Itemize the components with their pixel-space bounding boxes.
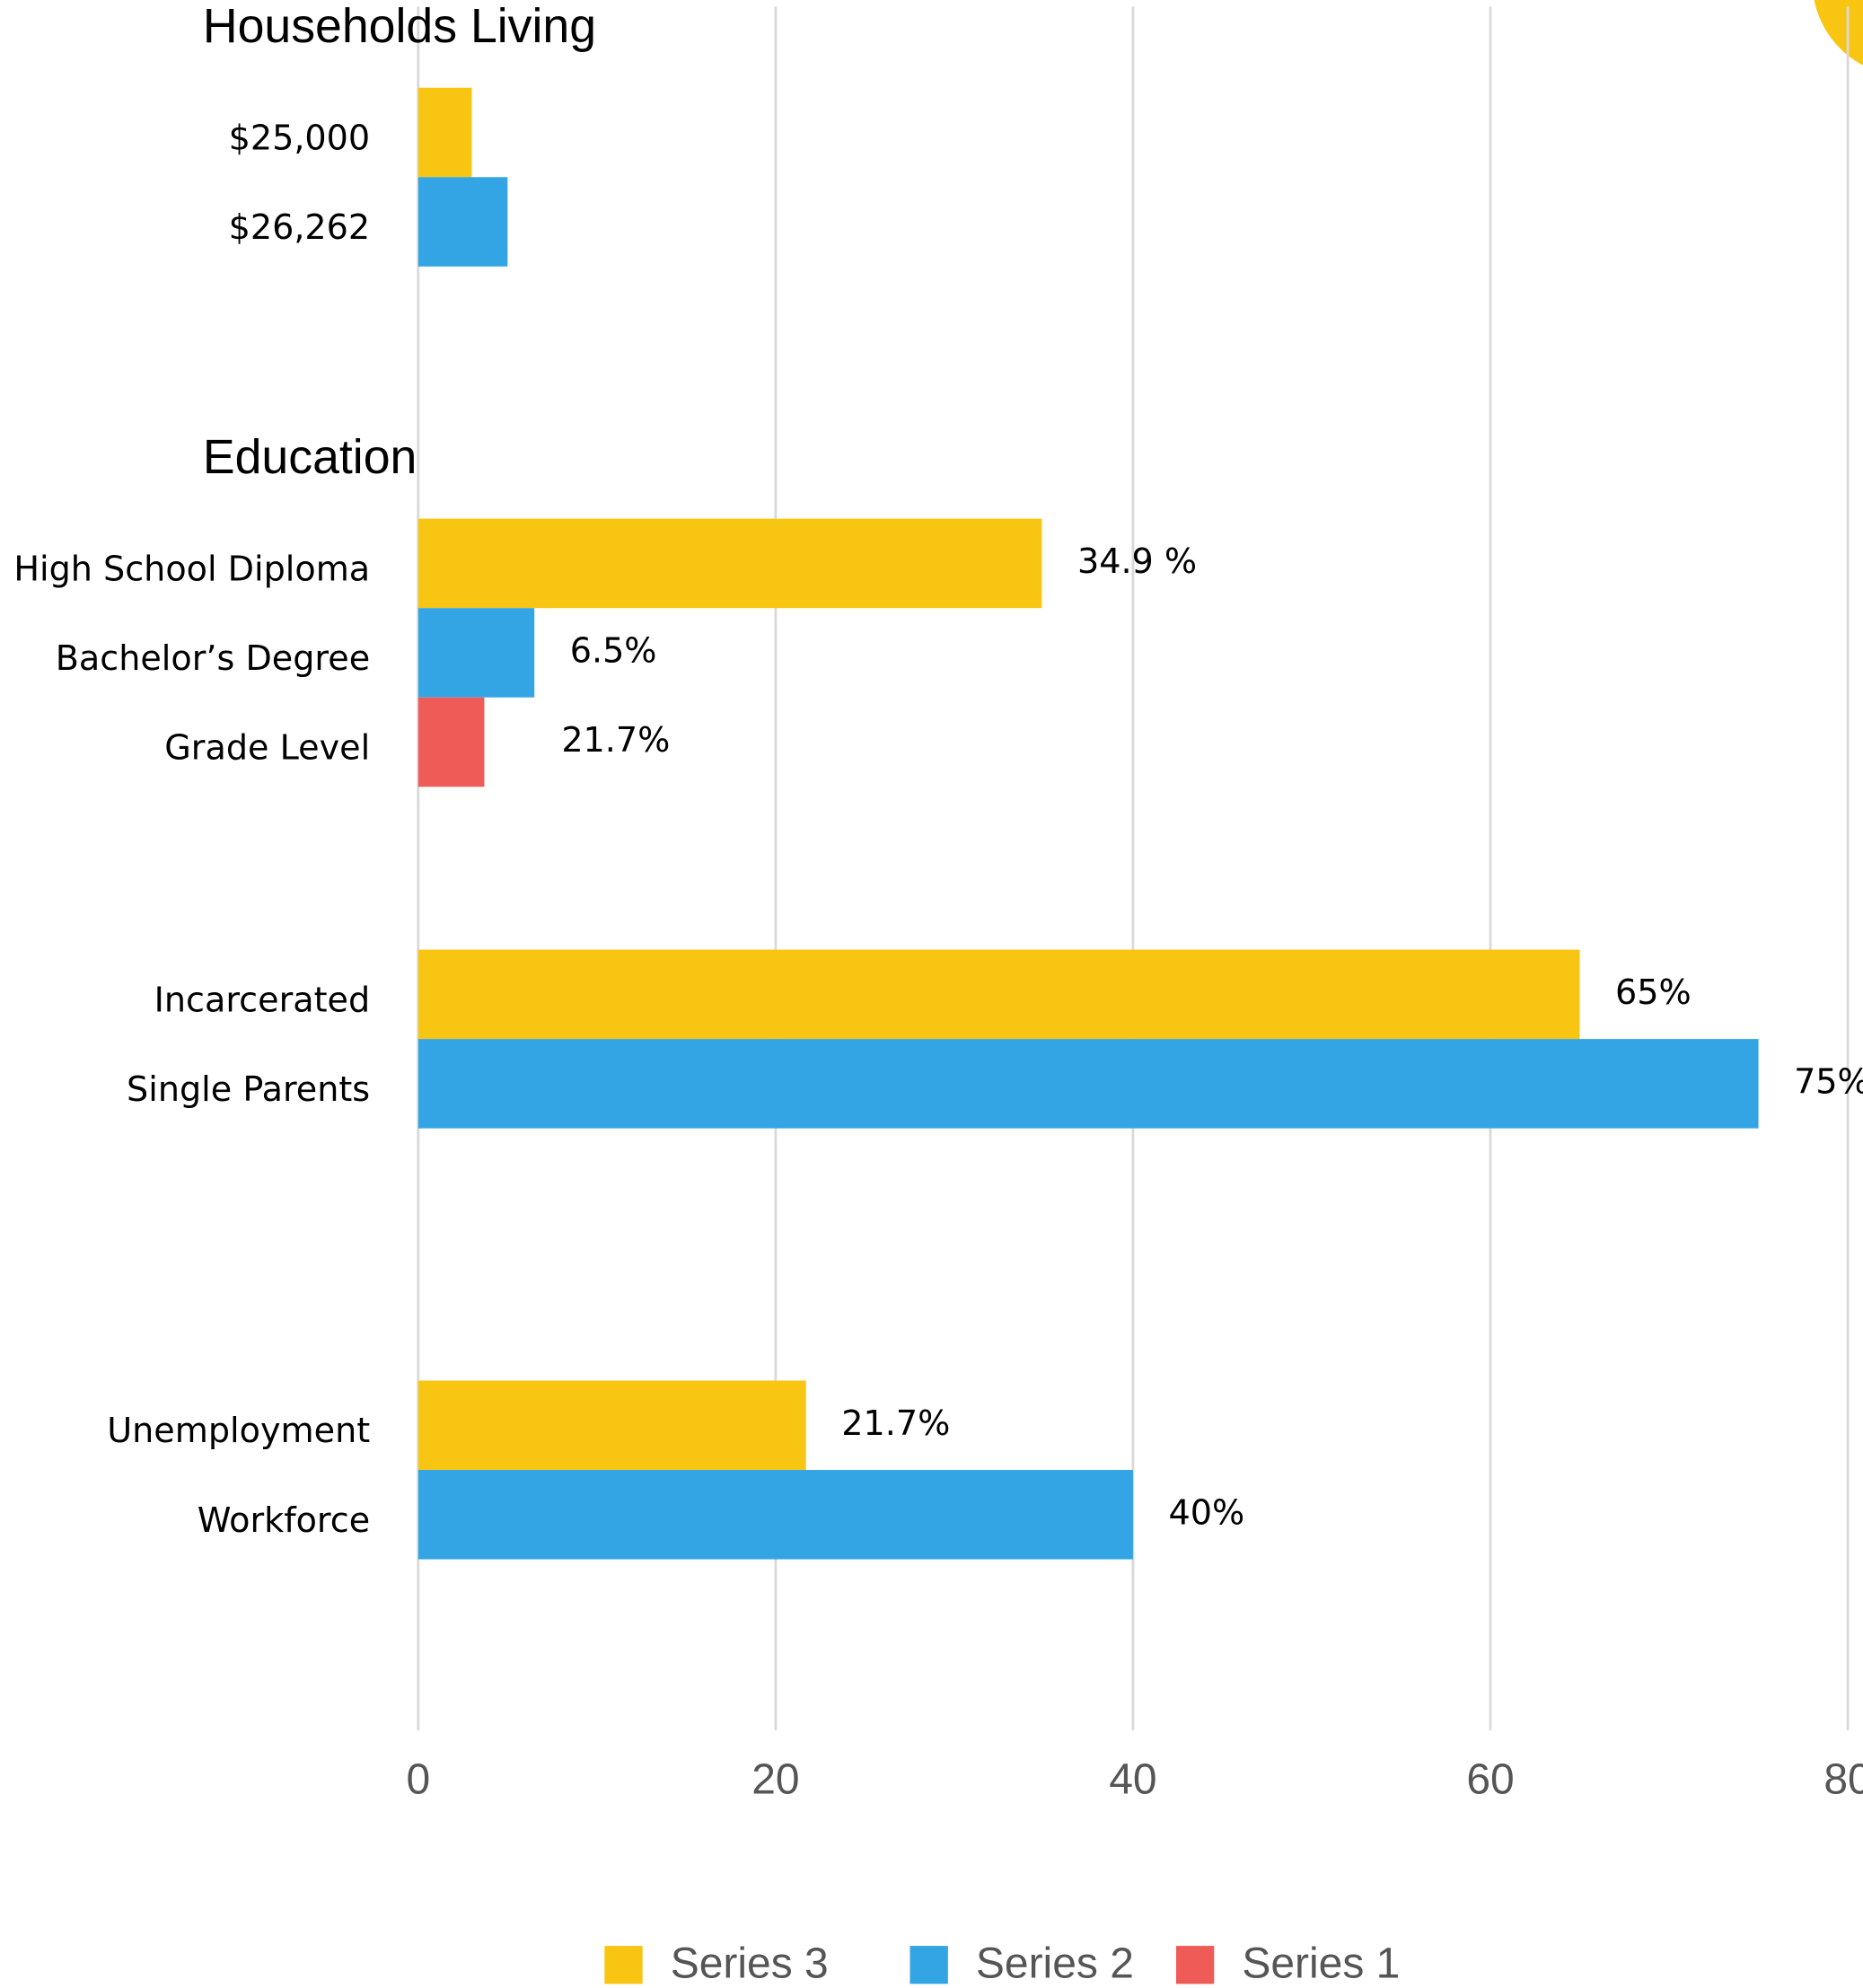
bar	[417, 949, 1580, 1040]
x-tick-label: 0	[406, 1756, 430, 1804]
value-label: 21.7%	[841, 1403, 950, 1443]
bar	[417, 697, 485, 787]
legend-swatch	[604, 1946, 643, 1984]
value-label: 6.5%	[570, 630, 657, 670]
bar	[417, 87, 472, 178]
annotation: 21.7%	[561, 720, 670, 760]
row-label: $25,000	[229, 118, 371, 157]
x-tick-label: 40	[1109, 1756, 1156, 1804]
legend-label: Series 1	[1242, 1940, 1400, 1987]
group-label: Households Living	[203, 0, 596, 53]
bar	[417, 1380, 806, 1471]
bar	[417, 177, 508, 267]
legend-label: Series 2	[976, 1940, 1134, 1987]
x-tick-label: 80	[1823, 1756, 1863, 1804]
bar	[417, 1470, 1133, 1560]
bar	[417, 608, 535, 698]
row-label: Workforce	[198, 1500, 370, 1540]
bar	[417, 518, 1042, 609]
x-tick-label: 20	[751, 1756, 799, 1804]
value-label: 65%	[1615, 972, 1692, 1012]
row-label: Unemployment	[107, 1411, 370, 1450]
value-label: 34.9 %	[1077, 541, 1197, 581]
value-label: 75%	[1794, 1061, 1863, 1101]
legend-swatch	[910, 1946, 948, 1984]
group-label: Education	[203, 430, 417, 484]
row-label: $26,262	[229, 207, 371, 247]
legend-label: Series 3	[671, 1940, 829, 1987]
value-label: 40%	[1168, 1492, 1244, 1532]
row-label: High School Diploma	[13, 549, 370, 588]
row-label: Grade Level	[164, 727, 370, 767]
decor-circle	[1814, 0, 1863, 66]
row-label: Incarcerated	[154, 980, 371, 1019]
legend-swatch	[1175, 1946, 1215, 1984]
bar	[417, 1039, 1759, 1129]
row-label: Single Parents	[127, 1069, 370, 1109]
x-tick-label: 60	[1466, 1756, 1514, 1804]
row-label: Bachelor’s Degree	[56, 638, 370, 678]
